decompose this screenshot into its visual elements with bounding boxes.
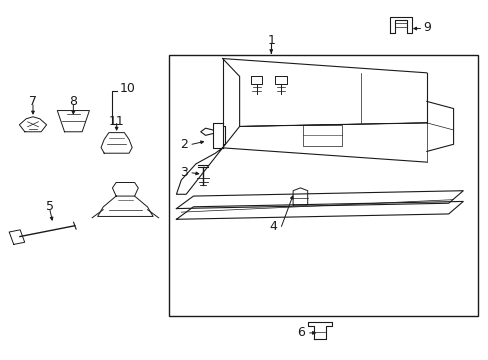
Text: 10: 10 — [120, 82, 136, 95]
Text: 11: 11 — [108, 114, 124, 127]
Text: 1: 1 — [267, 34, 275, 47]
Text: 7: 7 — [29, 95, 37, 108]
Text: 9: 9 — [423, 21, 430, 33]
Text: 6: 6 — [297, 327, 305, 339]
Text: 5: 5 — [46, 200, 54, 213]
Text: 2: 2 — [180, 138, 187, 151]
Bar — [169, 55, 477, 316]
Text: 3: 3 — [180, 166, 187, 179]
Text: 8: 8 — [69, 95, 77, 108]
Text: 4: 4 — [269, 220, 277, 233]
